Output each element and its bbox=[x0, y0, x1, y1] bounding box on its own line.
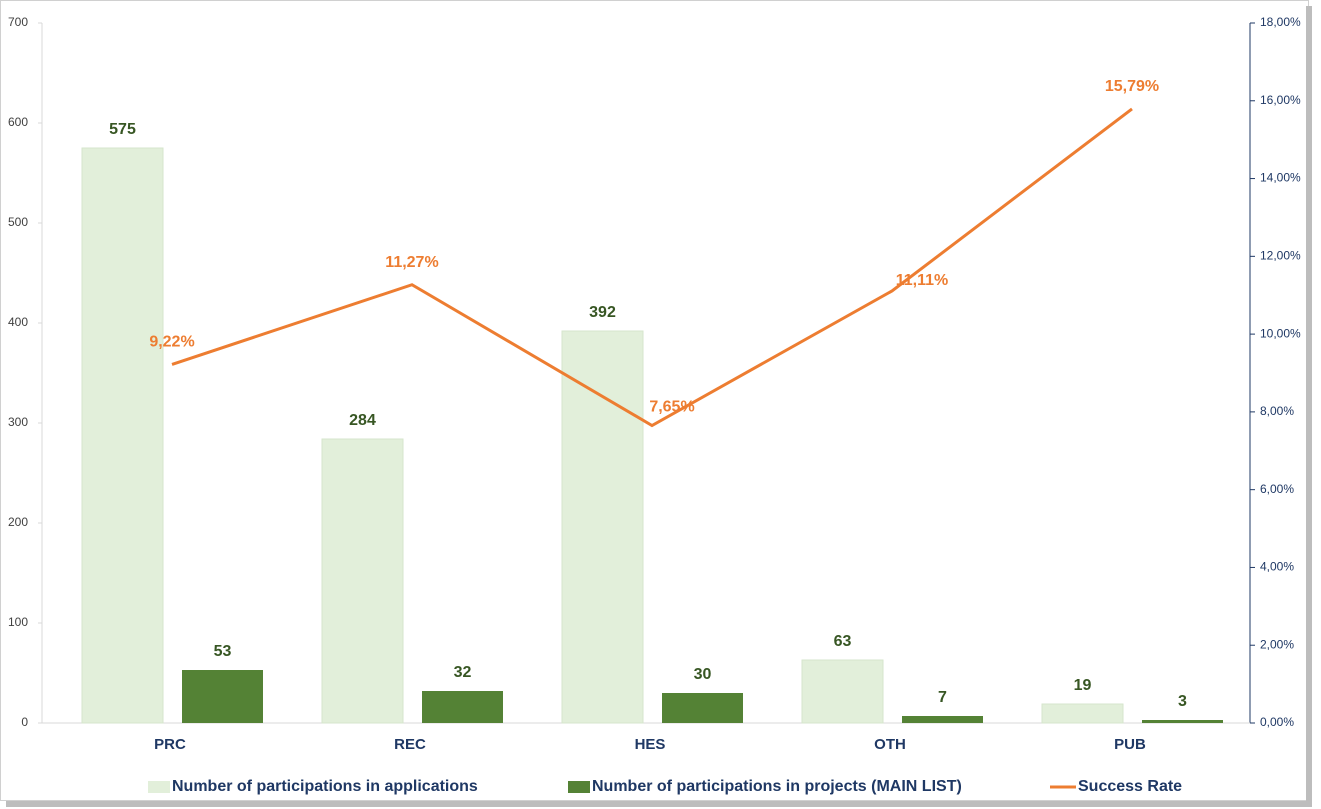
bar bbox=[321, 438, 404, 724]
bar bbox=[561, 330, 644, 724]
x-tick-label: HES bbox=[635, 736, 666, 753]
line-value-label: 11,27% bbox=[385, 254, 438, 271]
bar-value-label: 30 bbox=[694, 666, 712, 683]
bar bbox=[182, 670, 263, 723]
x-tick-label: REC bbox=[394, 736, 426, 753]
bar-value-label: 3 bbox=[1178, 693, 1187, 710]
bar bbox=[1142, 720, 1223, 723]
bar-value-label: 19 bbox=[1074, 677, 1092, 694]
y2-tick-label: 18,00% bbox=[1260, 15, 1301, 29]
bar bbox=[422, 691, 503, 723]
y2-tick-label: 14,00% bbox=[1260, 171, 1301, 185]
line-value-label: 15,79% bbox=[1105, 78, 1159, 95]
bar bbox=[662, 693, 743, 723]
y2-tick-label: 10,00% bbox=[1260, 326, 1301, 340]
line-value-label: 11,11% bbox=[896, 272, 949, 289]
line-value-label: 9,22% bbox=[149, 334, 194, 351]
y2-tick-label: 12,00% bbox=[1260, 249, 1301, 263]
legend-swatch bbox=[148, 781, 170, 793]
y-tick-label: 200 bbox=[8, 515, 28, 529]
y-tick-label: 500 bbox=[8, 215, 28, 229]
bar bbox=[81, 147, 164, 724]
bar bbox=[801, 659, 884, 724]
bar-value-label: 284 bbox=[349, 412, 376, 429]
y2-tick-label: 2,00% bbox=[1260, 637, 1294, 651]
bar-value-label: 63 bbox=[834, 633, 852, 650]
bar-value-label: 392 bbox=[589, 304, 616, 321]
y2-tick-label: 6,00% bbox=[1260, 482, 1294, 496]
bar-value-label: 7 bbox=[938, 689, 947, 706]
y2-tick-label: 16,00% bbox=[1260, 93, 1301, 107]
y-tick-label: 700 bbox=[8, 15, 28, 29]
y2-tick-label: 8,00% bbox=[1260, 404, 1294, 418]
bar-value-label: 53 bbox=[214, 643, 232, 660]
y-tick-label: 600 bbox=[8, 115, 28, 129]
line bbox=[171, 107, 1133, 428]
y-tick-label: 0 bbox=[21, 715, 28, 729]
y-tick-label: 300 bbox=[8, 415, 28, 429]
bar bbox=[902, 716, 983, 723]
legend-label: Success Rate bbox=[1078, 778, 1182, 795]
x-tick-label: PRC bbox=[154, 736, 186, 753]
legend-label: Number of participations in applications bbox=[172, 778, 478, 795]
x-tick-label: OTH bbox=[874, 736, 906, 753]
legend-label: Number of participations in projects (MA… bbox=[592, 778, 962, 795]
line-value-label: 7,65% bbox=[649, 399, 694, 416]
y2-tick-label: 0,00% bbox=[1260, 715, 1294, 729]
y-tick-label: 400 bbox=[8, 315, 28, 329]
x-tick-label: PUB bbox=[1114, 736, 1146, 753]
legend-swatch bbox=[568, 781, 590, 793]
bar bbox=[1041, 703, 1124, 724]
y2-tick-label: 4,00% bbox=[1260, 560, 1294, 574]
bar-value-label: 575 bbox=[109, 121, 136, 138]
y-tick-label: 100 bbox=[8, 615, 28, 629]
bar-value-label: 32 bbox=[454, 664, 472, 681]
